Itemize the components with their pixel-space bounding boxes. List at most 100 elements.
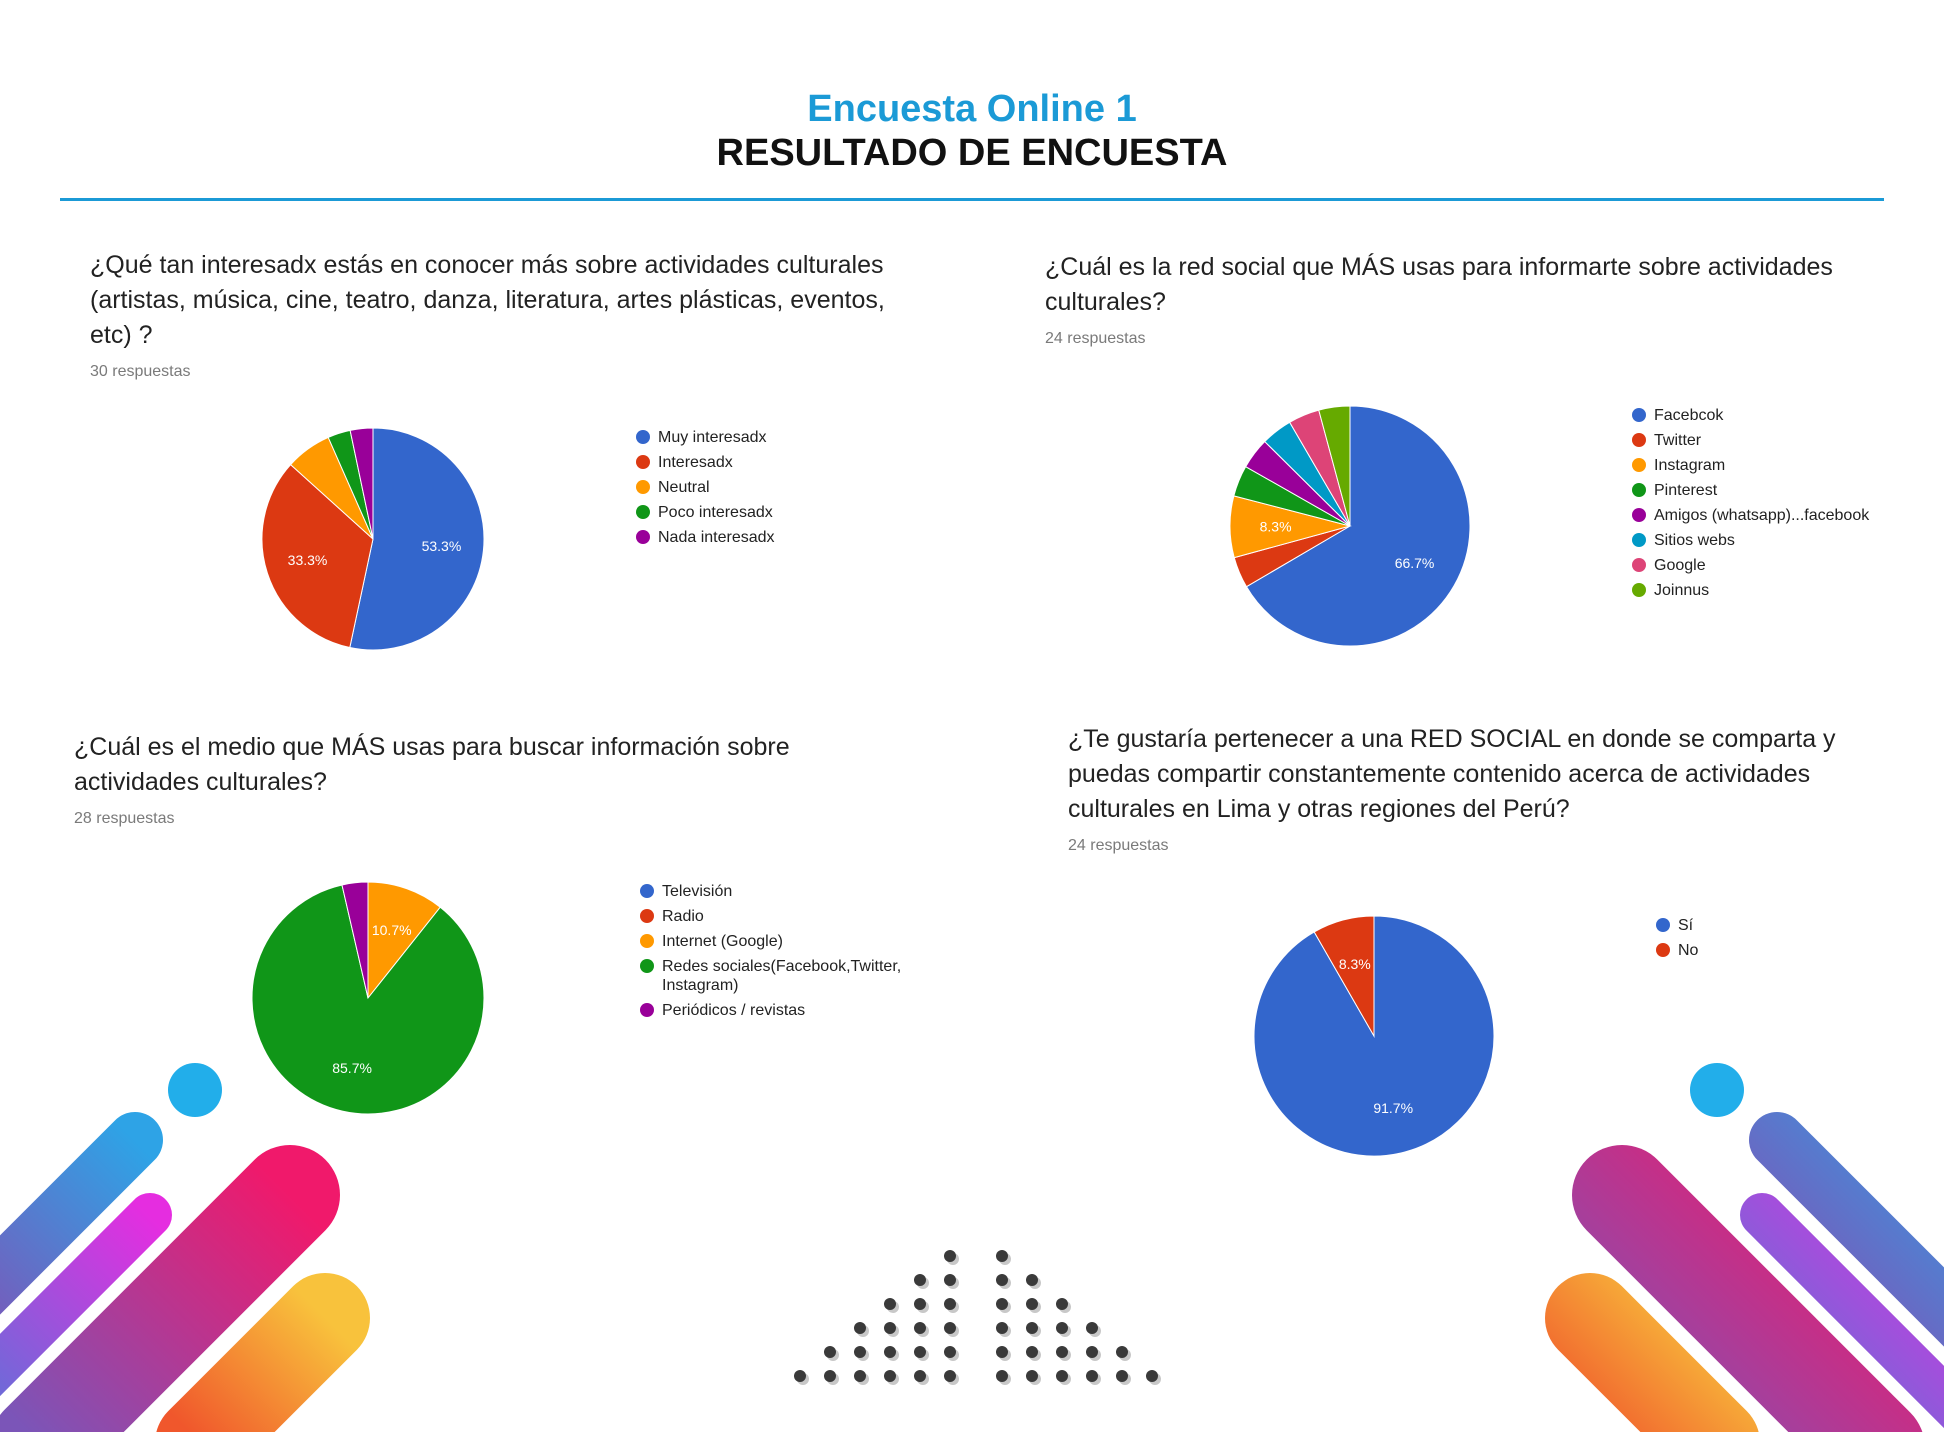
legend-swatch <box>640 934 654 948</box>
deco-dot <box>884 1298 896 1310</box>
deco-dot <box>1086 1370 1098 1382</box>
legend-label: Poco interesadx <box>658 504 773 521</box>
deco-dot <box>1086 1322 1098 1334</box>
deco-dot <box>1146 1370 1158 1382</box>
deco-dot <box>944 1250 956 1262</box>
deco-dot <box>884 1346 896 1358</box>
chart-4-legend: Sí No <box>1656 916 1816 966</box>
legend-item[interactable]: Facebcok <box>1632 406 1892 425</box>
chart-4-response-count: 24 respuestas <box>1068 837 1169 854</box>
chart-2-legend: Facebcok Twitter Instagram Pinterest Amigos … <box>1632 406 1892 606</box>
pie-slice-nada-interesadx[interactable] <box>349 427 374 540</box>
deco-dot <box>854 1346 866 1358</box>
legend-item[interactable]: Amigos (whatsapp)...facebook <box>1632 506 1892 525</box>
chart-1-response-count: 30 respuestas <box>90 363 191 380</box>
legend-label: Internet (Google) <box>662 933 783 950</box>
deco-dot <box>1026 1322 1038 1334</box>
chart-2-header: ¿Cuál es la red social que MÁS usas para… <box>1045 250 1890 348</box>
legend-swatch <box>640 909 654 923</box>
pie-data-label: 91.7% <box>1373 1100 1413 1116</box>
deco-dot <box>1056 1346 1068 1358</box>
legend-item[interactable]: Joinnus <box>1632 581 1892 600</box>
page-subtitle: Encuesta Online 1 <box>807 88 1137 130</box>
legend-label: Joinnus <box>1654 582 1710 599</box>
header-divider <box>60 198 1884 201</box>
legend-item[interactable]: Periódicos / revistas <box>640 1001 910 1020</box>
deco-dot <box>996 1250 1008 1262</box>
deco-ribbon-right-3 <box>1572 1145 1923 1432</box>
deco-dot <box>996 1298 1008 1310</box>
chart-2-question: ¿Cuál es la red social que MÁS usas para… <box>1045 253 1833 316</box>
legend-item[interactable]: Radio <box>640 907 910 926</box>
legend-label: Amigos (whatsapp)...facebook <box>1654 507 1870 524</box>
pie-data-label: 8.3% <box>1339 956 1371 972</box>
legend-swatch <box>1632 533 1646 547</box>
legend-label: Twitter <box>1654 432 1702 449</box>
deco-dot <box>996 1274 1008 1286</box>
deco-dot <box>996 1346 1008 1358</box>
legend-item[interactable]: Twitter <box>1632 431 1892 450</box>
legend-label: Radio <box>662 908 704 925</box>
deco-dot <box>944 1370 956 1382</box>
chart-1-header: ¿Qué tan interesadx estás en conocer más… <box>90 248 910 381</box>
deco-dot <box>854 1370 866 1382</box>
legend-label: Redes sociales(Facebook,Twitter, Instagr… <box>662 958 902 994</box>
legend-item[interactable]: Interesadx <box>636 453 876 472</box>
chart-3-legend: Televisión Radio Internet (Google) Redes so… <box>640 882 910 1026</box>
deco-circle-right <box>1690 1063 1744 1117</box>
legend-item[interactable]: Internet (Google) <box>640 932 910 951</box>
legend-swatch <box>1656 918 1670 932</box>
deco-dot <box>944 1274 956 1286</box>
deco-dot <box>1116 1346 1128 1358</box>
pie-slice-si[interactable] <box>1253 915 1495 1157</box>
deco-dot <box>914 1370 926 1382</box>
pie-slice-facebcok[interactable] <box>1245 405 1471 647</box>
pie-data-label: 8.3% <box>1260 518 1292 534</box>
pie-slice-redes-sociales-facebook-twitter-instagram[interactable] <box>251 884 485 1115</box>
legend-swatch <box>640 959 654 973</box>
deco-dot <box>884 1370 896 1382</box>
pie-slice-muy-interesadx[interactable] <box>349 427 485 651</box>
legend-item[interactable]: Muy interesadx <box>636 428 876 447</box>
legend-item[interactable]: Poco interesadx <box>636 503 876 522</box>
pie-slice-interesadx[interactable] <box>261 463 374 649</box>
pie-data-label: 53.3% <box>422 538 462 554</box>
legend-label: Sitios webs <box>1654 532 1735 549</box>
deco-dot <box>1116 1370 1128 1382</box>
pie-slice-periodicos-revistas[interactable] <box>341 881 369 999</box>
legend-swatch <box>640 884 654 898</box>
legend-item[interactable]: Pinterest <box>1632 481 1892 500</box>
deco-dot <box>1026 1298 1038 1310</box>
legend-label: No <box>1678 942 1699 959</box>
pie-slice-internet-google[interactable] <box>367 881 441 1000</box>
deco-dot <box>1026 1370 1038 1382</box>
deco-dot <box>824 1370 836 1382</box>
pie-slice-joinnus[interactable] <box>1318 405 1351 527</box>
deco-dot <box>944 1298 956 1310</box>
legend-swatch <box>636 455 650 469</box>
deco-dot <box>1026 1346 1038 1358</box>
legend-label: Sí <box>1678 917 1694 934</box>
legend-item[interactable]: Google <box>1632 556 1892 575</box>
pie-slice-no[interactable] <box>1313 915 1375 1038</box>
legend-swatch <box>1632 558 1646 572</box>
chart-3-response-count: 28 respuestas <box>74 810 175 827</box>
legend-item[interactable]: Televisión <box>640 882 910 901</box>
legend-item[interactable]: Sí <box>1656 916 1816 935</box>
legend-item[interactable]: Neutral <box>636 478 876 497</box>
legend-swatch <box>1632 483 1646 497</box>
chart-2-response-count: 24 respuestas <box>1045 330 1146 347</box>
legend-item[interactable]: Sitios webs <box>1632 531 1892 550</box>
legend-item[interactable]: Redes sociales(Facebook,Twitter, Instagr… <box>640 957 910 995</box>
legend-item[interactable]: Instagram <box>1632 456 1892 475</box>
legend-swatch <box>1632 508 1646 522</box>
legend-item[interactable]: Nada interesadx <box>636 528 876 547</box>
deco-ribbon-left-3 <box>0 1145 340 1432</box>
legend-swatch <box>1632 433 1646 447</box>
deco-ribbon-right-1 <box>1749 1112 1944 1347</box>
chart-3-header: ¿Cuál es el medio que MÁS usas para busc… <box>74 730 894 828</box>
legend-item[interactable]: No <box>1656 941 1816 960</box>
deco-dot <box>914 1346 926 1358</box>
pie-data-label: 33.3% <box>288 552 328 568</box>
pie-data-label: 10.7% <box>372 922 412 938</box>
